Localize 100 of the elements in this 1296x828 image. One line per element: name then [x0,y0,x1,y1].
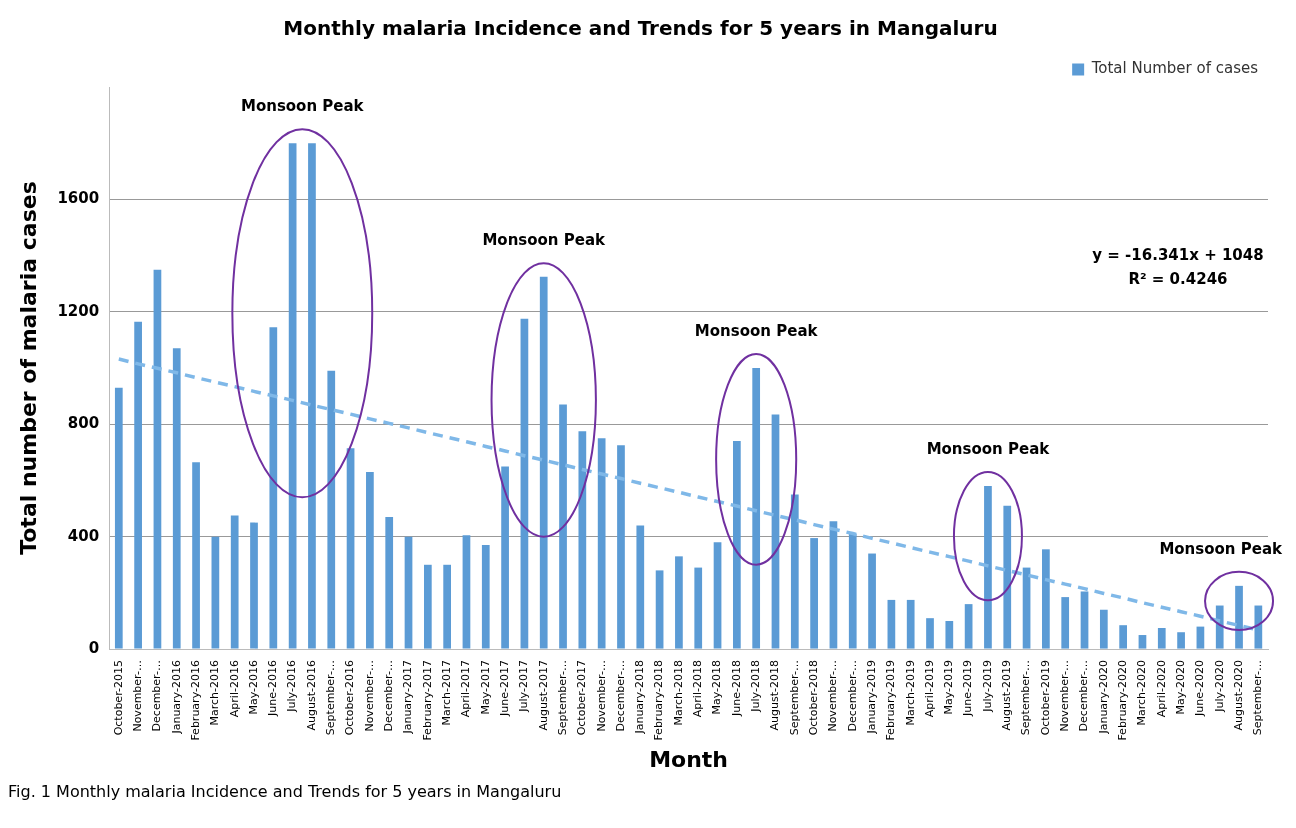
x-tick-label: June-2017 [497,660,511,718]
bar [385,517,394,649]
bar [790,494,799,649]
x-tick-label: August-2016 [304,660,318,731]
bar [1003,505,1012,649]
bar [1022,567,1031,649]
annotation: R² = 0.4246 [1128,269,1228,288]
x-tick-label: January-2018 [633,660,647,735]
bar [559,404,567,649]
x-tick-label: December-… [382,660,396,732]
bar [810,538,818,649]
bar [211,536,220,649]
x-tick-label: April-2018 [691,660,705,718]
x-tick-label: December-… [1077,660,1091,732]
x-tick-label: October-2018 [806,660,820,736]
x-tick-label: May-2017 [478,660,492,715]
x-tick-label: February-2020 [1116,660,1129,741]
x-tick-label: February-2019 [884,660,898,741]
bar [694,567,703,649]
x-tick-label: December-… [150,660,164,732]
bar [1177,632,1185,649]
bar [655,570,664,649]
x-tick-label: June-2018 [729,660,743,718]
x-tick-label: June-2019 [961,660,975,718]
x-tick-label: December-… [845,660,859,732]
x-tick-label: November-… [594,660,608,732]
x-tick-label: October-2017 [575,660,589,736]
y-axis-title: Total number of malaria cases [15,181,41,555]
bar [1061,597,1070,649]
x-tick-label: March-2017 [440,660,454,726]
bar [327,370,336,649]
x-tick-label: October-2016 [343,660,357,736]
bar [945,620,954,649]
bar [636,525,645,649]
x-tick-label: January-2016 [169,660,183,735]
bar [153,269,162,649]
bar [578,431,587,649]
bar [134,321,142,649]
x-tick-label: August-2017 [536,660,550,731]
x-tick-label: August-2020 [1231,660,1245,731]
x-tick-label: November-… [130,660,144,732]
x-tick-label: March-2016 [208,660,222,726]
x-tick-label: May-2018 [710,660,724,715]
x-tick-label: July-2020 [1212,660,1226,713]
bar [926,618,934,649]
bar [1196,626,1205,649]
x-tick-label: August-2019 [1000,660,1014,731]
x-tick-label: May-2016 [246,660,260,715]
x-tick-label: May-2020 [1173,660,1187,715]
bar [192,462,200,649]
y-tick-label: 400 [67,526,100,545]
x-tick-label: April-2019 [922,660,936,718]
x-tick-label: July-2018 [749,660,763,713]
bar [230,515,239,649]
x-tick-label: September-… [1019,660,1033,736]
bar [404,536,413,649]
chart-title: Monthly malaria Incidence and Trends for 5 years in Mangaluru [283,16,998,41]
x-tick-label: August-2018 [768,660,782,731]
bar [733,441,741,649]
bar [1254,605,1263,649]
bar [346,448,355,649]
x-tick-label: June-2020 [1193,660,1207,718]
annotation: Monsoon Peak [482,230,607,249]
x-tick-label: November-… [826,660,840,732]
bar [501,466,509,649]
y-tick-label: 0 [88,638,100,657]
annotation: Monsoon Peak [926,439,1051,458]
x-tick-label: November-… [362,660,376,732]
x-tick-label: February-2016 [188,660,202,741]
annotation: Monsoon Peak [240,97,365,116]
x-tick-label: October-2019 [1038,660,1052,736]
x-tick-label: February-2017 [420,660,434,741]
bar [752,368,761,649]
x-tick-label: September-… [324,660,338,736]
bar [868,553,876,649]
x-tick-label: June-2016 [266,660,280,718]
x-tick-label: May-2019 [942,660,956,715]
x-tick-label: April-2016 [227,660,241,718]
bar [539,276,548,649]
y-tick-label: 1600 [57,189,100,208]
bar [906,599,915,649]
bar [288,143,297,649]
x-tick-label: September-… [787,660,801,736]
bar [1157,628,1166,649]
annotation: Monsoon Peak [694,321,819,340]
x-tick-label: January-2020 [1096,660,1110,735]
annotation: Monsoon Peak [1159,539,1284,558]
bar [481,545,490,649]
bar [675,556,683,649]
x-tick-label: July-2017 [517,660,531,713]
x-tick-label: February-2018 [652,660,666,741]
bar [1042,549,1050,649]
x-tick-label: July-2016 [285,660,299,713]
x-tick-label: January-2017 [401,660,415,735]
x-tick-label: November-… [1058,660,1072,732]
annotation: y = -16.341x + 1048 [1092,245,1264,264]
legend-label: Total Number of cases [1090,59,1259,78]
x-tick-label: January-2019 [864,660,878,735]
bar [1119,625,1128,649]
bar [1138,635,1147,649]
